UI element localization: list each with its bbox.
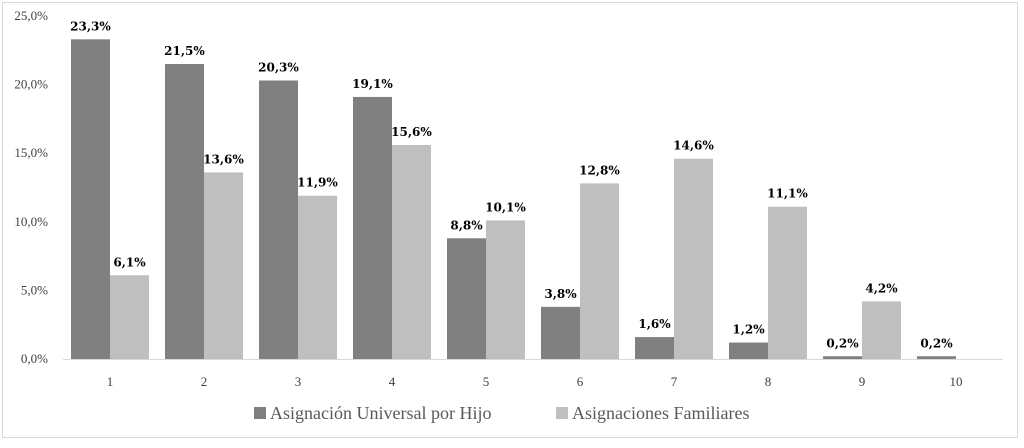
data-label: 6,1% <box>113 255 146 269</box>
x-tick-label: 4 <box>389 374 396 389</box>
data-label: 15,6% <box>391 125 432 139</box>
y-tick-label: 10,0% <box>14 214 48 229</box>
bar-af <box>674 158 713 359</box>
data-label: 20,3% <box>258 60 299 74</box>
data-label: 8,8% <box>450 218 483 232</box>
bar-af <box>580 183 619 359</box>
data-label: 21,5% <box>164 44 205 58</box>
x-tick-label: 9 <box>859 374 866 389</box>
bar-auh <box>353 96 392 359</box>
x-tick-label: 3 <box>295 374 302 389</box>
y-tick-label: 15,0% <box>14 145 48 160</box>
y-tick-label: 0,0% <box>21 351 48 366</box>
bar-auh <box>635 337 674 359</box>
data-label: 1,6% <box>638 317 671 331</box>
bar-af <box>862 301 901 359</box>
y-tick-label: 25,0% <box>14 8 48 23</box>
bar-af <box>768 206 807 359</box>
y-tick-label: 5,0% <box>21 282 48 297</box>
x-tick-label: 10 <box>950 374 963 389</box>
bar-auh <box>447 238 486 359</box>
y-tick-label: 20,0% <box>14 77 48 92</box>
bar-auh <box>71 39 110 359</box>
legend-swatch-auh <box>254 407 266 419</box>
data-label: 19,1% <box>352 77 393 91</box>
data-label: 4,2% <box>865 281 898 295</box>
data-label: 10,1% <box>485 200 526 214</box>
bar-af <box>392 144 431 359</box>
bar-auh <box>917 356 956 359</box>
data-label: 12,8% <box>579 163 620 177</box>
bar-auh <box>729 342 768 359</box>
bar-af <box>298 195 337 359</box>
legend-label-af: Asignaciones Familiares <box>572 403 749 423</box>
data-label: 11,1% <box>767 187 808 201</box>
bar-af <box>486 220 525 359</box>
data-label: 1,2% <box>732 323 765 337</box>
bar-auh <box>541 306 580 359</box>
data-label: 0,2% <box>920 336 953 350</box>
data-label: 13,6% <box>203 152 244 166</box>
bar-auh <box>165 64 204 360</box>
data-label: 23,3% <box>70 19 111 33</box>
data-label: 11,9% <box>297 176 338 190</box>
data-label: 14,6% <box>673 139 714 153</box>
bar-auh <box>259 80 298 359</box>
x-tick-label: 8 <box>765 374 772 389</box>
x-tick-label: 6 <box>577 374 584 389</box>
x-tick-label: 1 <box>107 374 114 389</box>
data-label: 0,2% <box>826 336 859 350</box>
data-label: 3,8% <box>544 287 577 301</box>
bar-af <box>110 275 149 359</box>
x-tick-label: 2 <box>201 374 208 389</box>
legend-label-auh: Asignación Universal por Hijo <box>270 403 491 423</box>
x-tick-label: 5 <box>483 374 490 389</box>
x-tick-label: 7 <box>671 374 678 389</box>
legend-swatch-af <box>556 407 568 419</box>
bar-af <box>204 172 243 359</box>
bar-auh <box>823 356 862 359</box>
